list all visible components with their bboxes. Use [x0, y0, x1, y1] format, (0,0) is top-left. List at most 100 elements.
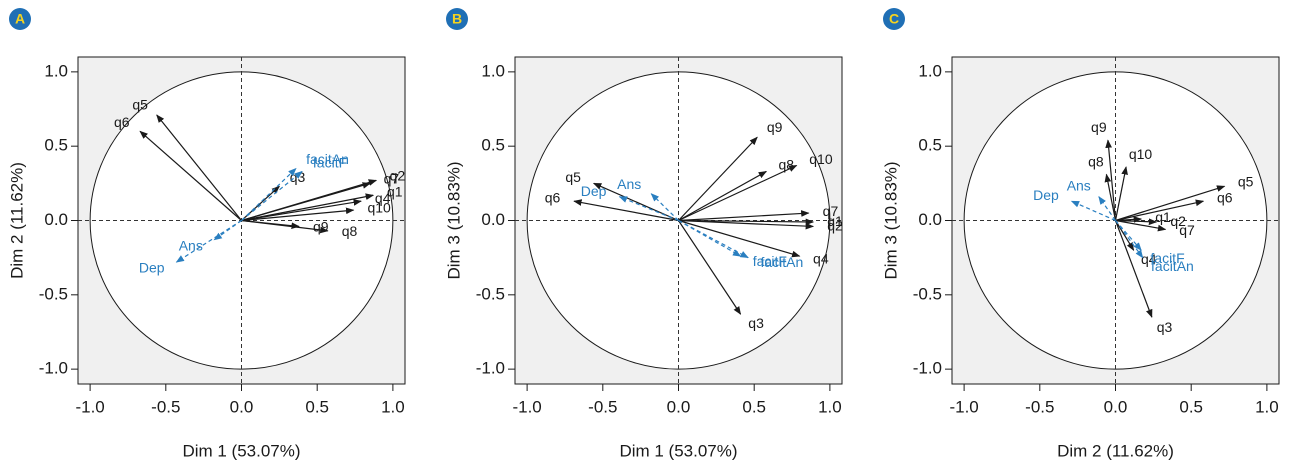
vector-arrow: [573, 199, 679, 222]
vector-label: q1: [1155, 209, 1171, 225]
y-tick-label: -0.5: [476, 284, 505, 303]
vector-arrow: [1114, 220, 1135, 251]
vector-label: q7: [1179, 222, 1195, 238]
vector-label: Dep: [581, 183, 607, 199]
vector-label: q4: [813, 250, 829, 266]
vector-arrow: [156, 114, 242, 221]
panel-label: C: [889, 11, 899, 27]
y-tick-label: -1.0: [913, 359, 942, 378]
panel: -1.0 -0.5 0.0 0.5 1.0 -1.0 -0.5 0.0 0.5 1.0 Dim 2 …: [881, 8, 1280, 460]
vector-label: facitF: [1150, 250, 1184, 266]
vector-label: q5: [1238, 173, 1254, 189]
x-tick-label: 1.0: [818, 397, 842, 416]
y-tick-label: 0.0: [44, 210, 68, 229]
vector-arrow: [678, 219, 749, 259]
x-tick-label: 0.0: [230, 397, 254, 416]
vector-label: q6: [545, 190, 561, 206]
x-tick-label: 1.0: [1255, 397, 1279, 416]
y-tick-label: 0.0: [481, 210, 505, 229]
vector-arrow: [1115, 199, 1205, 222]
vector-arrow: [1104, 173, 1117, 221]
vector-arrow: [241, 167, 297, 221]
vector-label: q8: [1088, 153, 1104, 169]
vector-label: q1: [827, 213, 843, 229]
vector-label: q5: [132, 96, 148, 112]
vector-label: q7: [384, 171, 400, 187]
panel-badge: [9, 8, 31, 30]
vector-label: q2: [827, 218, 843, 234]
vector-arrow: [241, 207, 355, 222]
vector-arrow: [678, 136, 758, 221]
vector-arrow: [1115, 219, 1167, 232]
y-axis-title: Dim 3 (10.83%): [881, 161, 900, 279]
vector-label: q9: [767, 119, 783, 135]
vector-label: facitAn: [306, 151, 349, 167]
vector-label: Ans: [617, 176, 641, 192]
vector-arrow: [1115, 218, 1158, 226]
vector-arrow: [241, 179, 378, 222]
vector-label: q8: [779, 156, 795, 172]
x-tick-label: 0.5: [1179, 397, 1203, 416]
panel: -1.0 -0.5 0.0 0.5 1.0 -1.0 -0.5 0.0 0.5 1.0 Dim 1 …: [444, 8, 843, 460]
vector-arrow: [618, 196, 679, 222]
x-tick-label: 0.0: [1104, 397, 1128, 416]
vector-arrow: [678, 219, 742, 257]
vector-arrow: [678, 164, 798, 222]
x-tick-label: -0.5: [1025, 397, 1054, 416]
x-tick-label: 0.0: [667, 397, 691, 416]
vector-label: Ans: [1067, 178, 1091, 194]
vector-label: facitF: [313, 155, 347, 171]
vector-label: Dep: [1033, 187, 1059, 203]
y-tick-label: 1.0: [918, 61, 942, 80]
vector-arrow: [1105, 139, 1117, 221]
vector-arrow: [678, 210, 810, 222]
vector-label: q9: [313, 218, 329, 234]
y-tick-label: -0.5: [39, 284, 68, 303]
vector-arrow: [241, 170, 303, 221]
x-tick-label: -0.5: [151, 397, 180, 416]
vector-label: q8: [342, 223, 358, 239]
vector-label: facitF: [753, 253, 787, 269]
x-tick-label: -1.0: [949, 397, 978, 416]
x-tick-label: 1.0: [381, 397, 405, 416]
vector-arrow: [678, 218, 815, 226]
panel-label: B: [452, 11, 462, 27]
x-tick-label: -0.5: [588, 397, 617, 416]
vector-arrow: [1115, 185, 1226, 222]
vector-label: q7: [823, 203, 839, 219]
vector-arrow: [1115, 220, 1144, 259]
x-tick-label: 0.5: [742, 397, 766, 416]
y-tick-label: 1.0: [44, 61, 68, 80]
vector-arrow: [678, 219, 801, 258]
vector-label: q5: [565, 169, 581, 185]
vector-label: q10: [367, 200, 391, 216]
vector-label: q1: [387, 184, 403, 200]
x-axis-title: Dim 1 (53.07%): [182, 441, 300, 460]
vector-arrow: [241, 199, 362, 222]
vector-arrow: [139, 130, 242, 221]
vector-label: q2: [390, 168, 406, 184]
vector-label: q3: [1157, 319, 1173, 335]
vector-arrow: [677, 220, 742, 315]
y-tick-label: -1.0: [39, 359, 68, 378]
panel-badge: [446, 8, 468, 30]
y-tick-label: -1.0: [476, 359, 505, 378]
y-axis-title: Dim 2 (11.62%): [7, 162, 26, 279]
vector-label: q6: [1217, 189, 1233, 205]
vector-label: q6: [114, 114, 130, 130]
vector-arrow: [1114, 166, 1128, 221]
y-tick-label: 1.0: [481, 61, 505, 80]
vector-arrow: [1098, 196, 1116, 221]
vector-label: q10: [1129, 146, 1153, 162]
panel: -1.0 -0.5 0.0 0.5 1.0 -1.0 -0.5 0.0 0.5 1.0 Dim 1 …: [7, 8, 406, 460]
vector-label: facitAn: [760, 254, 803, 270]
vector-label: Dep: [139, 259, 165, 275]
y-tick-label: 0.5: [481, 136, 505, 155]
x-tick-label: -1.0: [512, 397, 541, 416]
vector-label: q4: [375, 190, 391, 206]
panel-badge: [883, 8, 905, 30]
vector-label: q3: [748, 315, 764, 331]
vector-arrow: [213, 220, 242, 241]
vector-arrow: [678, 219, 815, 230]
